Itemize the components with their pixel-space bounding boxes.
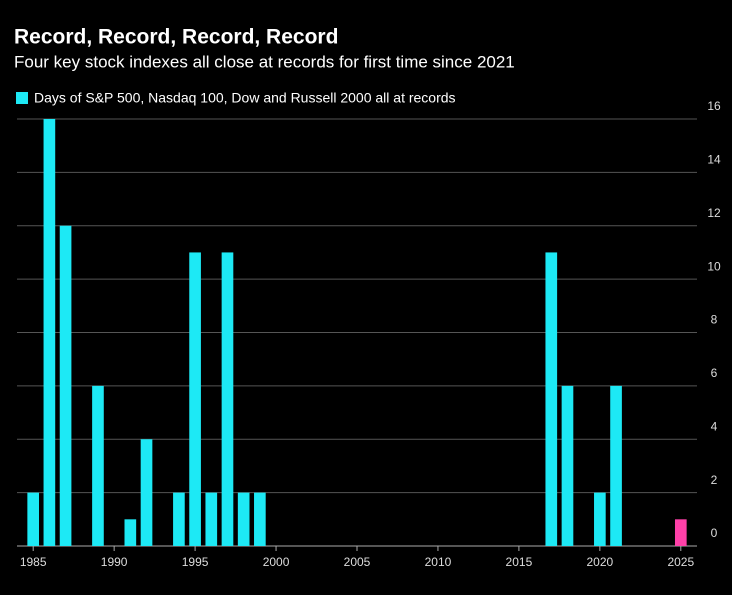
x-tick-label: 2025 [667, 555, 694, 569]
x-tick-label: 2015 [506, 555, 533, 569]
y-tick-label: 2 [711, 473, 718, 487]
bar [237, 492, 250, 546]
legend-swatch [16, 92, 28, 104]
chart-subtitle: Four key stock indexes all close at reco… [14, 52, 515, 71]
y-tick-label: 10 [707, 259, 721, 273]
y-tick-label: 16 [707, 99, 721, 113]
bar [189, 252, 201, 546]
bar [610, 385, 622, 546]
x-tick-label: 2020 [587, 555, 614, 569]
x-tick-label: 1985 [20, 555, 47, 569]
y-tick-label: 6 [711, 366, 718, 380]
bar [594, 492, 606, 546]
bar [545, 252, 558, 546]
y-tick-label: 14 [707, 153, 721, 167]
bar [92, 385, 104, 546]
y-tick-label: 8 [711, 313, 718, 327]
bar [561, 385, 574, 546]
bar [221, 252, 234, 546]
bar [254, 492, 266, 546]
y-tick-label: 0 [711, 526, 718, 540]
bar [43, 119, 56, 546]
x-tick-label: 1990 [101, 555, 128, 569]
y-tick-label: 12 [707, 206, 721, 220]
chart-title: Record, Record, Record, Record [14, 26, 338, 49]
x-tick-label: 1995 [182, 555, 209, 569]
bar [59, 225, 72, 546]
y-tick-label: 4 [711, 419, 718, 433]
legend-label: Days of S&P 500, Nasdaq 100, Dow and Rus… [34, 90, 456, 106]
bar [674, 519, 687, 546]
x-tick-label: 2005 [344, 555, 371, 569]
x-tick-label: 2000 [263, 555, 290, 569]
x-tick-label: 2010 [425, 555, 452, 569]
bar [173, 492, 185, 546]
bar [124, 519, 137, 546]
bar [140, 439, 153, 546]
bar [205, 492, 218, 546]
bar [27, 492, 40, 546]
